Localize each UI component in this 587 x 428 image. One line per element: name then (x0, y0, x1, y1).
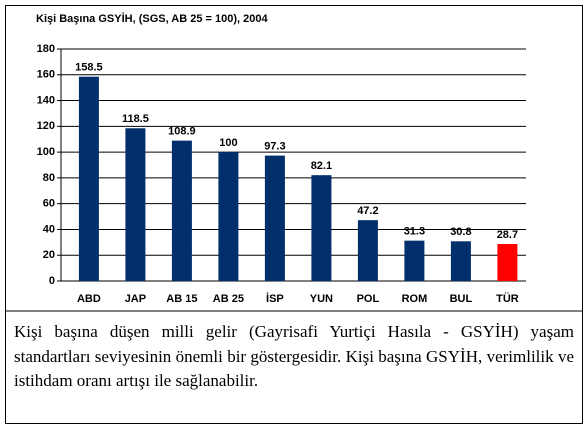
bar (125, 128, 146, 281)
y-tick-label: 80 (43, 172, 55, 184)
x-tick-label: JAP (125, 293, 146, 305)
value-label: 108.9 (168, 126, 196, 138)
x-tick-label: YUN (310, 293, 333, 305)
x-tick-label: AB 15 (166, 293, 197, 305)
chart-title: Kişi Başına GSYİH, (SGS, AB 25 = 100), 2… (36, 12, 268, 25)
bar (497, 244, 518, 281)
y-tick-label: 160 (37, 69, 55, 81)
value-label: 100 (219, 137, 237, 149)
bar (311, 175, 332, 281)
chart: Kişi Başına GSYİH, (SGS, AB 25 = 100), 2… (6, 12, 582, 312)
frame: Kişi Başına GSYİH, (SGS, AB 25 = 100), 2… (5, 5, 583, 424)
y-tick-label: 180 (37, 43, 55, 55)
value-label: 30.8 (450, 226, 471, 238)
y-tick-label: 20 (43, 249, 55, 261)
x-tick-label: POL (357, 293, 380, 305)
y-tick-label: 120 (37, 120, 55, 132)
value-label: 97.3 (264, 140, 285, 152)
caption: Kişi başına düşen milli gelir (Gayrisafi… (14, 322, 574, 390)
value-label: 47.2 (357, 205, 378, 217)
value-label: 158.5 (75, 62, 103, 74)
value-label: 28.7 (497, 229, 518, 241)
x-tick-label: BUL (450, 293, 473, 305)
bar (218, 152, 239, 281)
bar (264, 155, 285, 281)
y-tick-label: 140 (37, 94, 55, 106)
bar (171, 140, 192, 281)
bar (78, 76, 99, 281)
y-tick-label: 100 (37, 146, 55, 158)
x-tick-label: ABD (77, 293, 101, 305)
y-tick-label: 40 (43, 223, 55, 235)
x-tick-label: ROM (402, 293, 428, 305)
bar (450, 241, 471, 281)
y-tick-label: 60 (43, 198, 55, 210)
value-label: 82.1 (311, 160, 332, 172)
bar (404, 240, 425, 281)
x-tick-label: AB 25 (213, 293, 244, 305)
x-tick-label: TÜR (496, 292, 519, 305)
value-label: 118.5 (122, 113, 149, 125)
x-tick-label: İSP (266, 292, 284, 305)
value-label: 31.3 (404, 226, 425, 238)
y-tick-label: 0 (49, 275, 55, 287)
bar (357, 220, 378, 281)
